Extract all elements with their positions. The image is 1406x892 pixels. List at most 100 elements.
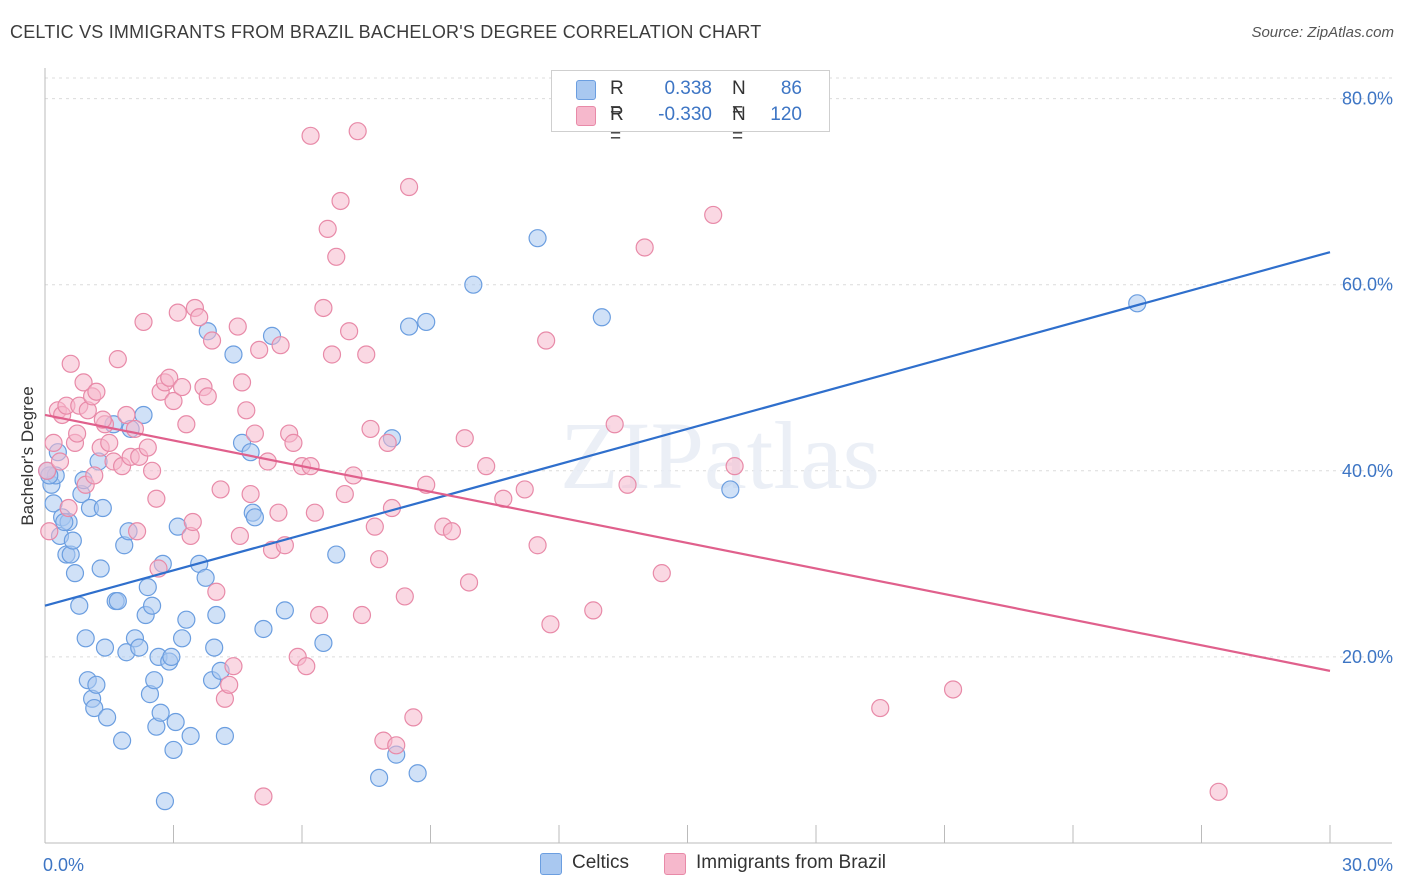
data-point [164,391,183,411]
data-point [172,629,192,648]
data-point [87,382,106,401]
data-point [245,424,264,443]
data-point [145,671,164,690]
data-point [284,433,303,452]
data-point [464,275,483,294]
data-point [592,308,611,327]
data-point [340,322,359,341]
data-point [198,387,217,406]
data-point [1209,782,1228,801]
data-point [314,298,333,318]
source-label: Source: ZipAtlas.com [1251,24,1394,41]
data-point [108,591,127,611]
data-point [147,489,166,508]
data-point [417,312,436,332]
data-point [134,312,153,332]
data-point [85,698,104,718]
data-point [704,205,723,225]
data-point [365,517,384,536]
trend-layer [44,251,1331,672]
data-point [68,424,87,443]
data-point [352,605,372,625]
data-point [117,405,136,425]
y-tick-label: 20.0% [1342,647,1393,667]
data-point [168,303,187,322]
stats-legend: R = 0.338 N = 86 R = -0.330 N = 120 [551,70,830,147]
data-point [305,503,324,522]
data-point [76,629,95,648]
data-point [335,484,354,504]
data-point [87,675,106,694]
data-point [130,638,149,657]
series-layer [38,122,1228,811]
data-point [127,522,147,541]
tick-labels: 20.0% 40.0% 60.0% 80.0% 0.0% 30.0% [43,89,1393,875]
data-point [232,373,252,392]
data-point [399,317,419,336]
data-point [378,433,397,452]
data-point [70,596,89,615]
watermark: ZIPatlas [560,402,880,509]
data-point [166,712,185,732]
legend-r-value: 0.338 [664,78,712,99]
y-tick-label: 60.0% [1342,275,1393,295]
data-point [207,582,226,601]
data-point [314,633,333,653]
series-brazil [38,122,1228,806]
data-point [190,308,209,327]
trend-line-celtics [44,251,1331,607]
data-point [237,401,256,420]
data-point [515,480,534,499]
data-point [224,345,243,364]
data-point [215,726,234,746]
data-point [241,484,260,504]
data-point [172,377,192,397]
data-point [442,522,462,541]
data-point [357,345,376,364]
data-point [331,191,350,211]
data-point [151,703,170,722]
data-point [63,531,82,550]
data-point [44,433,63,452]
data-point [370,550,389,569]
data-point [138,578,157,597]
data-point [183,512,202,532]
data-point [138,438,157,457]
legend-swatch-celtics [576,80,596,100]
bottom-legend-label-celtics: Celtics [572,852,630,873]
chart-title: CELTIC VS IMMIGRANTS FROM BRAZIL BACHELO… [10,22,762,42]
data-point [181,726,200,746]
data-point [155,792,175,811]
data-point [541,615,560,634]
legend-swatch-brazil [576,106,596,126]
data-point [408,764,427,783]
axes [44,68,1392,844]
data-point [211,480,230,499]
data-point [196,568,215,587]
data-point [202,331,222,350]
data-point [74,373,93,392]
data-point [370,768,389,787]
data-point [177,415,196,434]
data-point [477,457,496,476]
data-point [455,429,474,448]
data-point [220,675,239,694]
data-point [348,122,367,141]
data-point [142,461,162,480]
legend-r-label: R = [610,78,624,121]
data-point [85,466,104,485]
data-point [275,601,294,620]
data-point [162,647,181,667]
data-point [871,698,890,718]
legend-r-label: R = [610,104,624,147]
data-point [943,680,963,699]
data-point [301,126,320,145]
data-point [387,736,406,755]
data-point [61,354,80,373]
data-point [160,368,179,387]
data-point [297,657,316,676]
y-tick-label: 40.0% [1342,461,1393,481]
data-point [652,564,671,583]
legend-r-value: -0.330 [658,104,712,125]
data-point [322,345,342,364]
